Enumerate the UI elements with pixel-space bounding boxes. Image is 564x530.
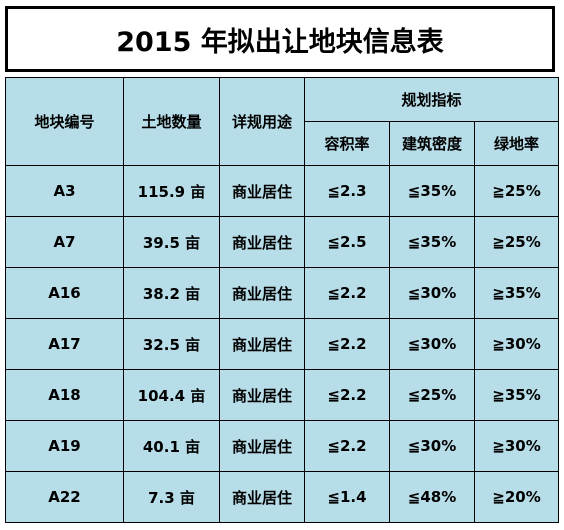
cell-green[interactable]: ≧35% (473, 267, 560, 319)
cell-lot[interactable]: A16 (5, 267, 124, 319)
cell-coverage[interactable]: ≦48% (389, 471, 475, 523)
header-planning[interactable]: 规划指标 (303, 77, 560, 122)
header-row-1: 地块编号 土地数量 详规用途 规划指标 (5, 77, 560, 166)
cell-far[interactable]: ≦2.2 (304, 420, 390, 472)
table-row: A18 104.4 亩 商业居住 ≦2.2 ≦25% ≧35% (5, 369, 560, 421)
cell-coverage[interactable]: ≦30% (389, 318, 475, 370)
cell-use[interactable]: 商业居住 (219, 369, 305, 421)
header-far[interactable]: 容积率 (304, 121, 390, 166)
table-body: 地块编号 土地数量 详规用途 规划指标 容积率 建筑密度 绿地率 A3 115.… (5, 77, 560, 523)
cell-far[interactable]: ≦1.4 (304, 471, 390, 523)
header-row-2: 容积率 建筑密度 绿地率 (6, 121, 560, 166)
cell-area[interactable]: 7.3 亩 (123, 471, 220, 523)
cell-lot[interactable]: A19 (5, 420, 124, 472)
table-row: A3 115.9 亩 商业居住 ≦2.3 ≦35% ≧25% (5, 165, 560, 217)
cell-green[interactable]: ≧30% (473, 318, 560, 370)
cell-coverage[interactable]: ≦35% (389, 165, 475, 217)
cell-coverage[interactable]: ≦30% (389, 267, 475, 319)
cell-green[interactable]: ≧20% (473, 471, 560, 523)
cell-lot[interactable]: A18 (5, 369, 124, 421)
cell-lot[interactable]: A17 (5, 318, 124, 370)
cell-green[interactable]: ≧25% (473, 216, 560, 268)
table-row: A19 40.1 亩 商业居住 ≦2.2 ≦30% ≧30% (5, 420, 560, 472)
cell-area[interactable]: 38.2 亩 (123, 267, 220, 319)
cell-area[interactable]: 32.5 亩 (123, 318, 220, 370)
land-info-table: 地块编号 土地数量 详规用途 规划指标 容积率 建筑密度 绿地率 A3 115.… (5, 77, 560, 523)
header-area[interactable]: 土地数量 (123, 77, 220, 166)
table-row: A16 38.2 亩 商业居住 ≦2.2 ≦30% ≧35% (5, 267, 560, 319)
cell-use[interactable]: 商业居住 (219, 420, 305, 472)
cell-far[interactable]: ≦2.5 (304, 216, 390, 268)
page-title: 2015 年拟出让地块信息表 (116, 26, 444, 58)
cell-area[interactable]: 104.4 亩 (123, 369, 220, 421)
cell-green[interactable]: ≧35% (473, 369, 560, 421)
title-cell[interactable]: 2015 年拟出让地块信息表 (5, 6, 555, 72)
cell-use[interactable]: 商业居住 (219, 165, 305, 217)
cell-use[interactable]: 商业居住 (219, 267, 305, 319)
header-lot-no[interactable]: 地块编号 (5, 77, 124, 166)
cell-area[interactable]: 39.5 亩 (123, 216, 220, 268)
cell-far[interactable]: ≦2.3 (304, 165, 390, 217)
table-row: A17 32.5 亩 商业居住 ≦2.2 ≦30% ≧30% (5, 318, 560, 370)
header-use[interactable]: 详规用途 (219, 77, 305, 166)
table-row: A22 7.3 亩 商业居住 ≦1.4 ≦48% ≧20% (5, 471, 560, 523)
cell-area[interactable]: 115.9 亩 (123, 165, 220, 217)
cell-lot[interactable]: A7 (5, 216, 124, 268)
cell-lot[interactable]: A22 (5, 471, 124, 523)
cell-far[interactable]: ≦2.2 (304, 267, 390, 319)
header-coverage[interactable]: 建筑密度 (389, 121, 475, 166)
cell-green[interactable]: ≧25% (473, 165, 560, 217)
cell-far[interactable]: ≦2.2 (304, 369, 390, 421)
header-green[interactable]: 绿地率 (473, 121, 560, 166)
table-row: A7 39.5 亩 商业居住 ≦2.5 ≦35% ≧25% (5, 216, 560, 268)
cell-use[interactable]: 商业居住 (219, 216, 305, 268)
cell-coverage[interactable]: ≦25% (389, 369, 475, 421)
cell-lot[interactable]: A3 (5, 165, 124, 217)
cell-area[interactable]: 40.1 亩 (123, 420, 220, 472)
cell-coverage[interactable]: ≦30% (389, 420, 475, 472)
cell-use[interactable]: 商业居住 (219, 471, 305, 523)
cell-use[interactable]: 商业居住 (219, 318, 305, 370)
cell-coverage[interactable]: ≦35% (389, 216, 475, 268)
cell-green[interactable]: ≧30% (473, 420, 560, 472)
cell-far[interactable]: ≦2.2 (304, 318, 390, 370)
